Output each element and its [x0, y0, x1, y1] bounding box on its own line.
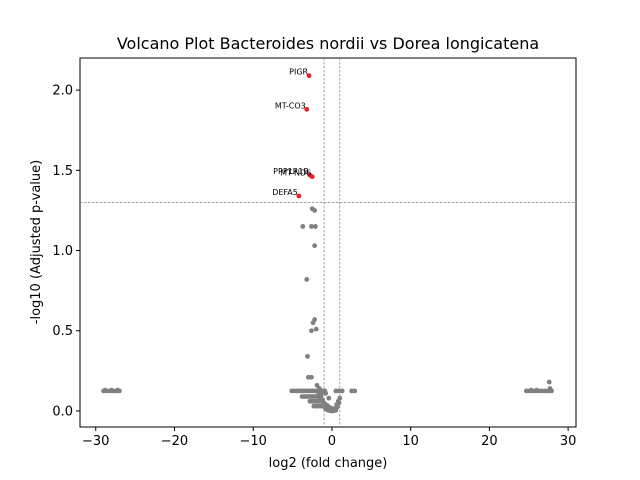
data-point	[546, 379, 552, 385]
data-point	[326, 395, 332, 401]
plot-frame	[79, 57, 577, 428]
x-tick-label: 20	[481, 434, 498, 449]
data-point	[309, 328, 314, 334]
data-point	[313, 326, 319, 332]
data-point	[300, 224, 306, 229]
data-point	[528, 387, 534, 393]
point-label: PPP1R1B	[273, 167, 309, 176]
significant-point	[306, 73, 312, 79]
y-axis-label: -log10 (Adjusted p-value)	[29, 160, 44, 324]
data-point	[534, 387, 540, 393]
point-label: MT-ND6	[280, 169, 311, 178]
significant-point	[304, 106, 310, 112]
data-point	[115, 387, 121, 393]
significant-point	[309, 174, 315, 180]
data-point	[313, 224, 318, 229]
data-point	[305, 354, 310, 359]
point-label: DEFA5	[272, 188, 298, 197]
chart-title: Volcano Plot Bacteroides nordii vs Dorea…	[117, 34, 539, 53]
data-point	[309, 374, 314, 380]
data-point	[312, 208, 318, 213]
point-label: MT-CO3	[275, 101, 306, 110]
data-point	[312, 243, 318, 249]
data-point	[310, 320, 316, 326]
data-point	[316, 386, 322, 391]
x-tick-label: −20	[161, 434, 188, 449]
data-point	[304, 277, 310, 282]
x-tick-label: 30	[560, 434, 577, 449]
y-tick-label: 2.0	[52, 84, 73, 99]
x-tick-label: −30	[82, 434, 109, 449]
data-point	[109, 387, 114, 393]
data-point	[323, 390, 329, 396]
data-point	[318, 403, 324, 409]
x-tick-label: 10	[402, 434, 419, 449]
x-tick-label: −10	[239, 434, 266, 449]
significant-point	[296, 193, 302, 199]
y-tick-label: 0.5	[52, 324, 73, 339]
data-point	[339, 388, 345, 394]
y-tick-label: 0.0	[52, 404, 73, 419]
point-label: PIGR	[289, 68, 308, 77]
data-point	[547, 386, 553, 391]
data-point	[102, 387, 108, 393]
y-tick-label: 1.0	[52, 244, 73, 259]
data-point	[309, 224, 314, 229]
data-point	[335, 403, 340, 409]
x-tick-label: 0	[328, 434, 336, 449]
data-point	[337, 395, 343, 401]
y-tick-label: 1.5	[52, 164, 73, 179]
data-point	[352, 388, 358, 394]
x-axis-label: log2 (fold change)	[269, 456, 388, 471]
